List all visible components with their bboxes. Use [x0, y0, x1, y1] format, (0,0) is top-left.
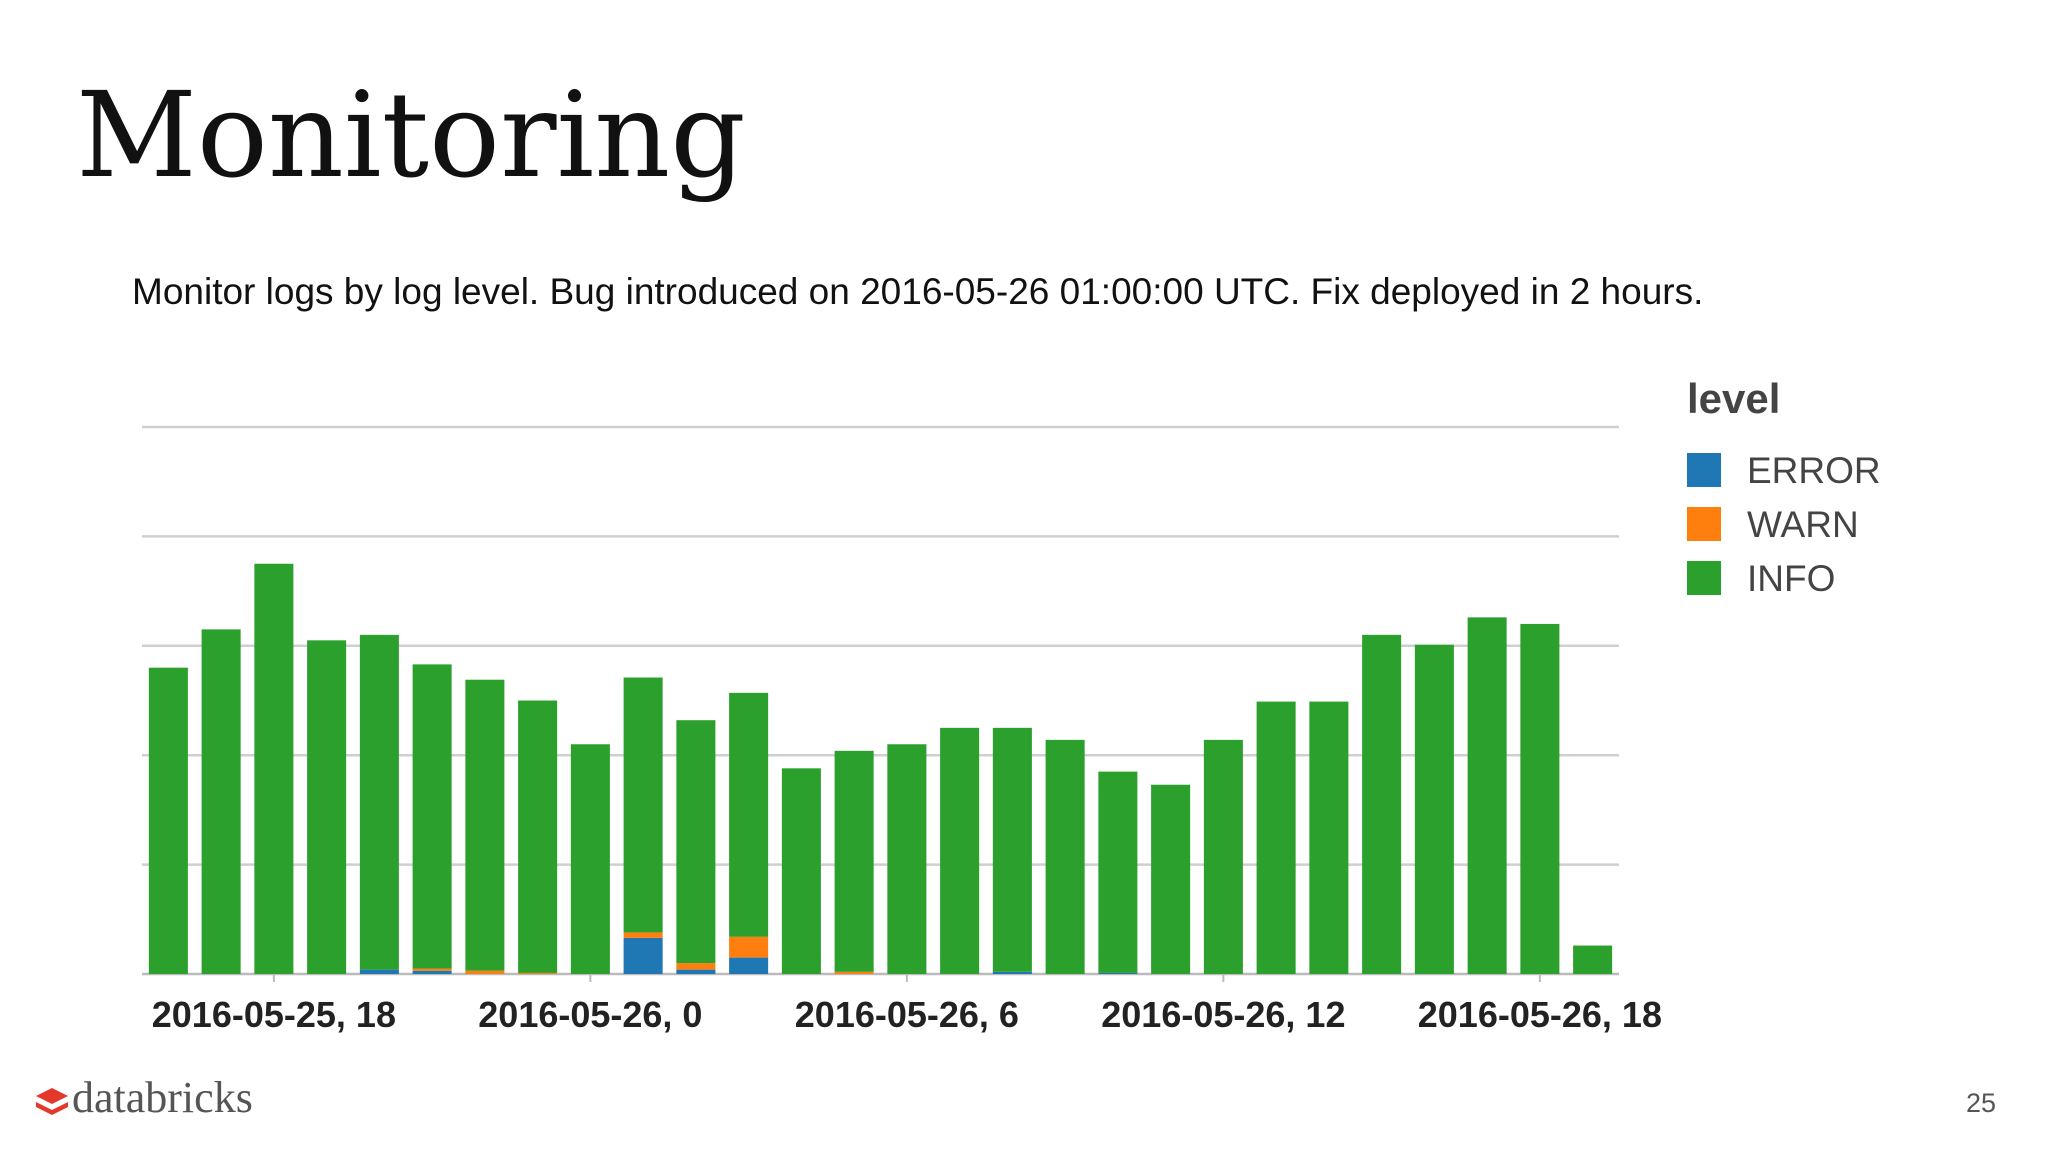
- bar-segment: [729, 936, 769, 958]
- bar-segment: [1098, 972, 1138, 974]
- legend-swatch: [1687, 507, 1721, 541]
- bar-segment: [834, 971, 874, 974]
- legend-swatch: [1687, 453, 1721, 487]
- bar-segment: [1256, 701, 1296, 974]
- bar-segment: [1362, 634, 1402, 974]
- slide-title: Monitoring: [76, 66, 746, 204]
- bar-segment: [254, 563, 294, 974]
- bar-segment: [412, 970, 452, 974]
- bar-segment: [148, 667, 188, 974]
- bar-segment: [623, 932, 663, 938]
- logo-icon: [36, 1088, 68, 1104]
- bar-segment: [676, 963, 716, 970]
- bar-segment: [729, 692, 769, 937]
- bar-segment: [1309, 701, 1349, 974]
- bar-segment: [359, 634, 399, 970]
- legend-title: level: [1687, 375, 1780, 422]
- bar-segment: [359, 969, 399, 974]
- bar-segment: [1151, 784, 1191, 974]
- legend-swatch: [1687, 561, 1721, 595]
- bar-segment: [1414, 644, 1454, 974]
- bar-segment: [834, 750, 874, 972]
- bar-segment: [676, 720, 716, 964]
- chart: 2016-05-25, 18 2016-05-26, 0 2016-05-26, 6…: [142, 375, 1881, 1035]
- bar-segment: [1203, 739, 1243, 974]
- x-tick-label: 2016-05-26, 12: [1101, 994, 1345, 1035]
- bar-segment: [887, 744, 927, 974]
- bar-segment: [465, 679, 505, 971]
- bar-segment: [518, 972, 558, 974]
- bar-segment: [1098, 771, 1138, 973]
- bar-segment: [992, 727, 1032, 972]
- legend-label: WARN: [1747, 504, 1859, 545]
- bar-segment: [940, 727, 980, 974]
- x-tick-label: 2016-05-26, 6: [795, 994, 1019, 1035]
- legend-label: ERROR: [1747, 450, 1881, 491]
- bar-segment: [676, 969, 716, 974]
- bar-segment: [465, 970, 505, 974]
- bar-segment: [1520, 623, 1560, 974]
- bar-segment: [729, 957, 769, 974]
- bar-segment: [570, 744, 610, 974]
- x-tick-label: 2016-05-26, 0: [478, 994, 702, 1035]
- bar-segment: [412, 968, 452, 971]
- bar-segment: [623, 937, 663, 974]
- bar-segment: [623, 677, 663, 933]
- bar-segment: [412, 664, 452, 969]
- bar-segment: [518, 700, 558, 973]
- x-tick-label: 2016-05-26, 18: [1418, 994, 1662, 1035]
- bar-segment: [1573, 945, 1613, 974]
- page-number: 25: [1966, 1088, 1996, 1118]
- legend-label: INFO: [1747, 558, 1835, 599]
- subtitle: Monitor logs by log level. Bug introduce…: [132, 271, 1703, 312]
- x-tick-label: 2016-05-25, 18: [152, 994, 396, 1035]
- logo: databricks: [36, 1073, 253, 1122]
- bar-segment: [1467, 617, 1507, 974]
- bar-segment: [1045, 739, 1085, 974]
- logo-icon: [36, 1102, 68, 1115]
- bar-segment: [201, 629, 241, 974]
- bar-segment: [992, 971, 1032, 974]
- bar-segment: [307, 640, 347, 974]
- bar-segment: [781, 768, 821, 974]
- logo-text: databricks: [72, 1073, 253, 1122]
